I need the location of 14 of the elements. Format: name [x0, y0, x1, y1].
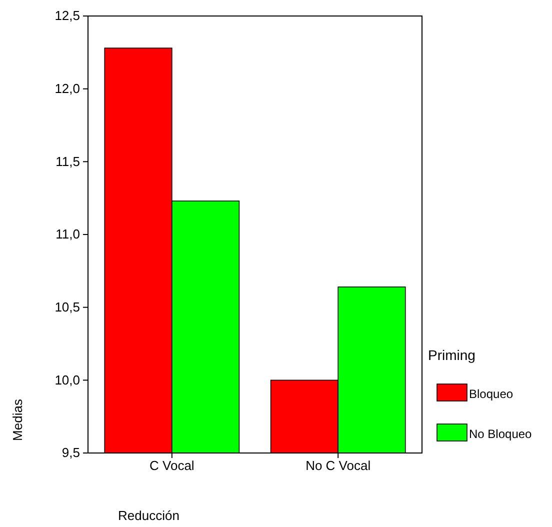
y-tick-label: 12,5: [54, 8, 80, 24]
y-tick-label: 10,0: [54, 372, 80, 388]
y-tick-label: 11,5: [56, 154, 80, 169]
y-tick-label: 11,0: [56, 226, 80, 242]
x-tick-label: C Vocal: [150, 458, 194, 474]
legend-title: Priming: [428, 347, 476, 363]
y-tick-label: 9,5: [62, 445, 80, 460]
legend-label: Bloqueo: [469, 387, 514, 401]
x-axis-title: Reducción: [118, 508, 180, 523]
legend-label: No Bloqueo: [469, 427, 532, 441]
x-tick-label: No C Vocal: [306, 458, 371, 474]
y-axis-title: Medias: [10, 398, 25, 441]
y-tick-label: 10,5: [54, 299, 80, 314]
y-tick-label: 12,0: [54, 80, 80, 96]
